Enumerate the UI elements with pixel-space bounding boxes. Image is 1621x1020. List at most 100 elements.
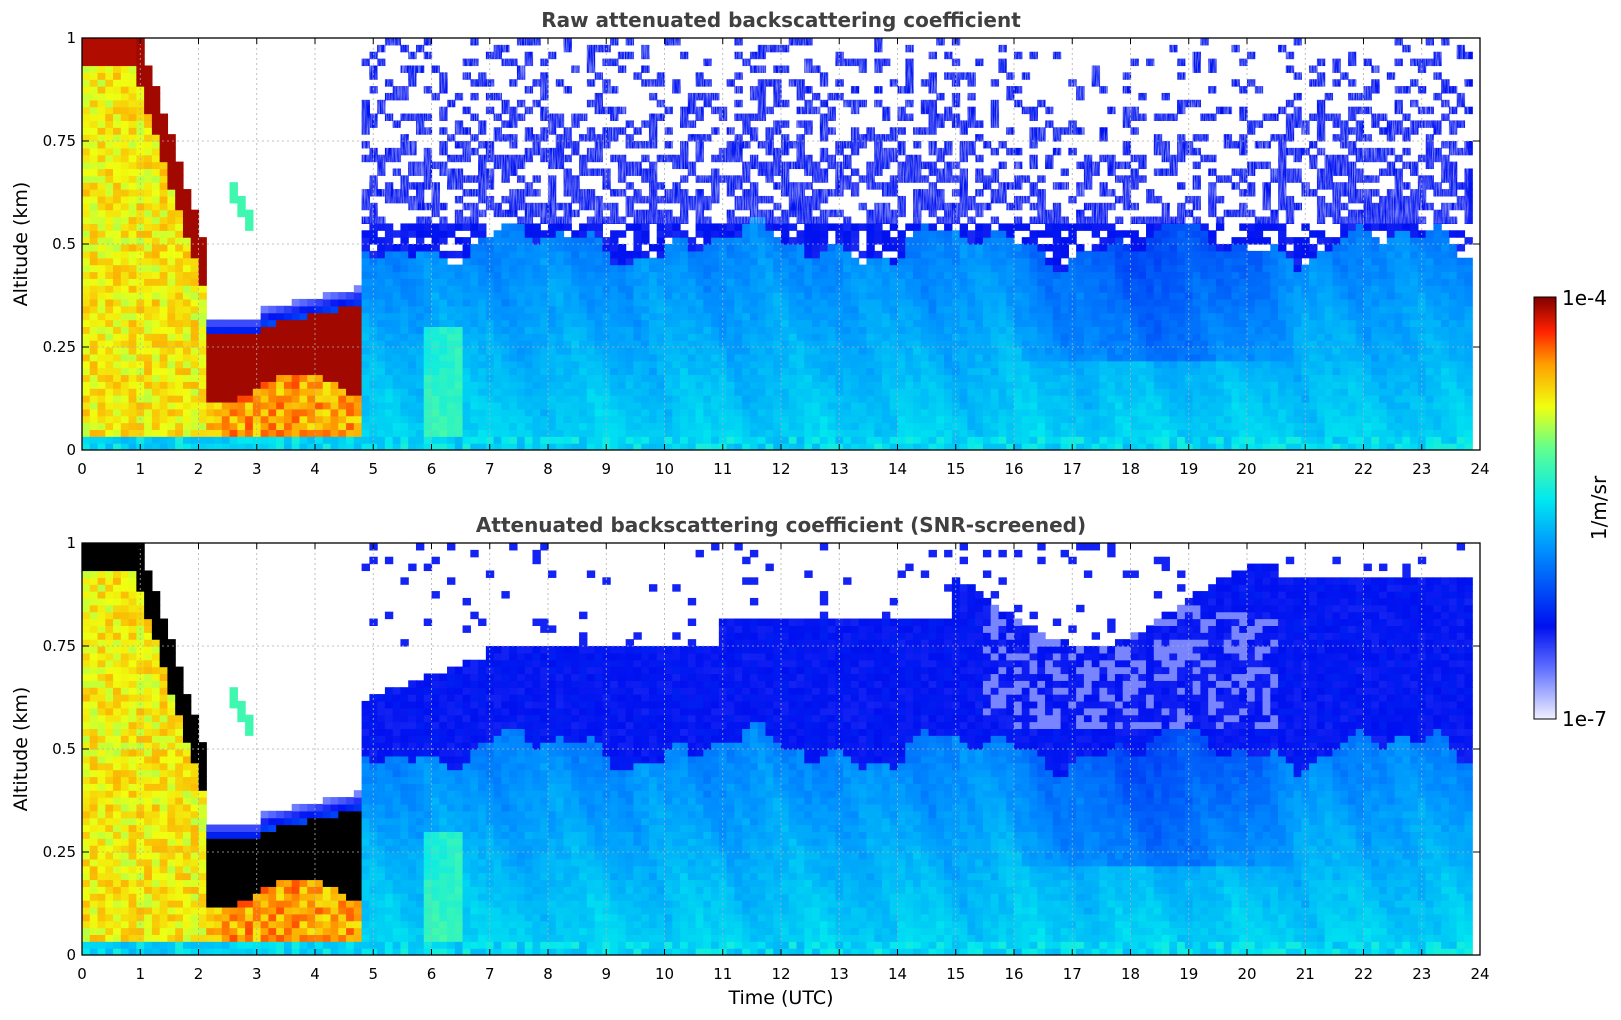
heatmap-cell — [400, 257, 409, 266]
heatmap-cell — [361, 230, 370, 238]
heatmap-cell — [182, 347, 192, 355]
heatmap-cell — [120, 127, 130, 135]
heatmap-cell — [656, 381, 666, 389]
heatmap-cell — [128, 374, 137, 382]
heatmap-cell — [610, 401, 619, 410]
heatmap-cell — [493, 333, 502, 341]
heatmap-cell — [967, 333, 976, 341]
heatmap-cell — [812, 333, 821, 341]
heatmap-cell — [819, 312, 829, 321]
heatmap-cell — [742, 223, 751, 231]
heatmap-cell — [493, 340, 502, 348]
heatmap-cell — [136, 58, 145, 67]
heatmap-cell — [781, 429, 790, 437]
heatmap-cell — [749, 340, 759, 348]
heatmap-cell — [1021, 408, 1031, 417]
heatmap-cell — [198, 244, 207, 252]
heatmap-cell — [982, 374, 992, 382]
heatmap-cell — [858, 415, 868, 424]
heatmap-cell — [384, 271, 394, 279]
heatmap-cell — [120, 319, 130, 327]
heatmap-cell — [454, 401, 464, 410]
heatmap-cell — [501, 223, 510, 231]
heatmap-cell — [749, 381, 759, 389]
heatmap-cell — [415, 333, 425, 341]
heatmap-cell — [664, 292, 673, 300]
heatmap-cell — [423, 285, 433, 293]
heatmap-cell — [128, 278, 137, 286]
heatmap-cell — [602, 298, 611, 307]
heatmap-cell — [516, 360, 526, 369]
heatmap-cell — [579, 312, 588, 321]
heatmap-cell — [874, 312, 883, 321]
heatmap-cell — [105, 367, 114, 376]
heatmap-cell — [501, 264, 510, 273]
heatmap-cell — [765, 298, 774, 307]
heatmap-cell — [881, 326, 891, 334]
heatmap-cell — [113, 99, 122, 108]
heatmap-cell — [175, 429, 184, 437]
heatmap-cell — [144, 120, 153, 128]
heatmap-cell — [431, 292, 440, 300]
heatmap-cell — [975, 237, 984, 245]
heatmap-cell — [377, 422, 386, 430]
heatmap-cell — [182, 408, 192, 417]
heatmap-cell — [742, 305, 751, 314]
heatmap-cell — [641, 257, 650, 266]
heatmap-cell — [1006, 340, 1015, 348]
heatmap-cell — [982, 422, 992, 430]
heatmap-cell — [392, 360, 402, 369]
heatmap-cell — [905, 395, 914, 403]
heatmap-cell — [788, 237, 798, 245]
heatmap-cell — [905, 374, 914, 382]
heatmap-cell — [524, 319, 534, 327]
heatmap-cell — [718, 244, 728, 252]
heatmap-cell — [182, 381, 192, 389]
heatmap-cell — [819, 285, 829, 293]
heatmap-cell — [182, 415, 192, 424]
heatmap-cell — [346, 415, 355, 424]
heatmap-cell — [765, 388, 774, 396]
heatmap-cell — [384, 326, 394, 334]
heatmap-cell — [415, 271, 425, 279]
heatmap-cell — [167, 298, 176, 307]
heatmap-cell — [299, 415, 308, 424]
heatmap-cell — [167, 443, 176, 450]
heatmap-cell — [866, 353, 875, 362]
heatmap-cell — [711, 374, 720, 382]
heatmap-cell — [501, 319, 510, 327]
heatmap-cell — [742, 367, 751, 376]
heatmap-cell — [959, 415, 968, 424]
heatmap-cell — [144, 401, 153, 410]
heatmap-cell — [423, 415, 433, 424]
heatmap-cell — [990, 319, 1000, 327]
heatmap-cell — [858, 264, 868, 273]
heatmap-cell — [221, 408, 231, 417]
heatmap-cell — [462, 443, 471, 450]
heatmap-cell — [967, 298, 976, 307]
heatmap-cell — [361, 298, 370, 307]
heatmap-cell — [703, 271, 712, 279]
heatmap-cell — [167, 161, 176, 170]
heatmap-cell — [781, 223, 790, 231]
heatmap-cell — [788, 415, 798, 424]
heatmap-cell — [175, 257, 184, 266]
heatmap-cell — [866, 244, 875, 252]
heatmap-cell — [773, 319, 782, 327]
heatmap-cell — [384, 292, 394, 300]
heatmap-cell — [967, 388, 976, 396]
heatmap-cell — [703, 257, 712, 266]
heatmap-cell — [82, 209, 91, 218]
heatmap-cell — [982, 298, 992, 307]
heatmap-cell — [338, 395, 347, 403]
heatmap-cell — [283, 436, 293, 444]
heatmap-cell — [982, 388, 992, 396]
heatmap-cell — [439, 436, 448, 444]
heatmap-cell — [959, 244, 968, 252]
heatmap-cell — [276, 415, 285, 424]
heatmap-cell — [260, 415, 269, 424]
heatmap-cell — [804, 415, 813, 424]
heatmap-cell — [889, 223, 899, 231]
heatmap-cell — [843, 443, 852, 450]
heatmap-cell — [742, 285, 751, 293]
